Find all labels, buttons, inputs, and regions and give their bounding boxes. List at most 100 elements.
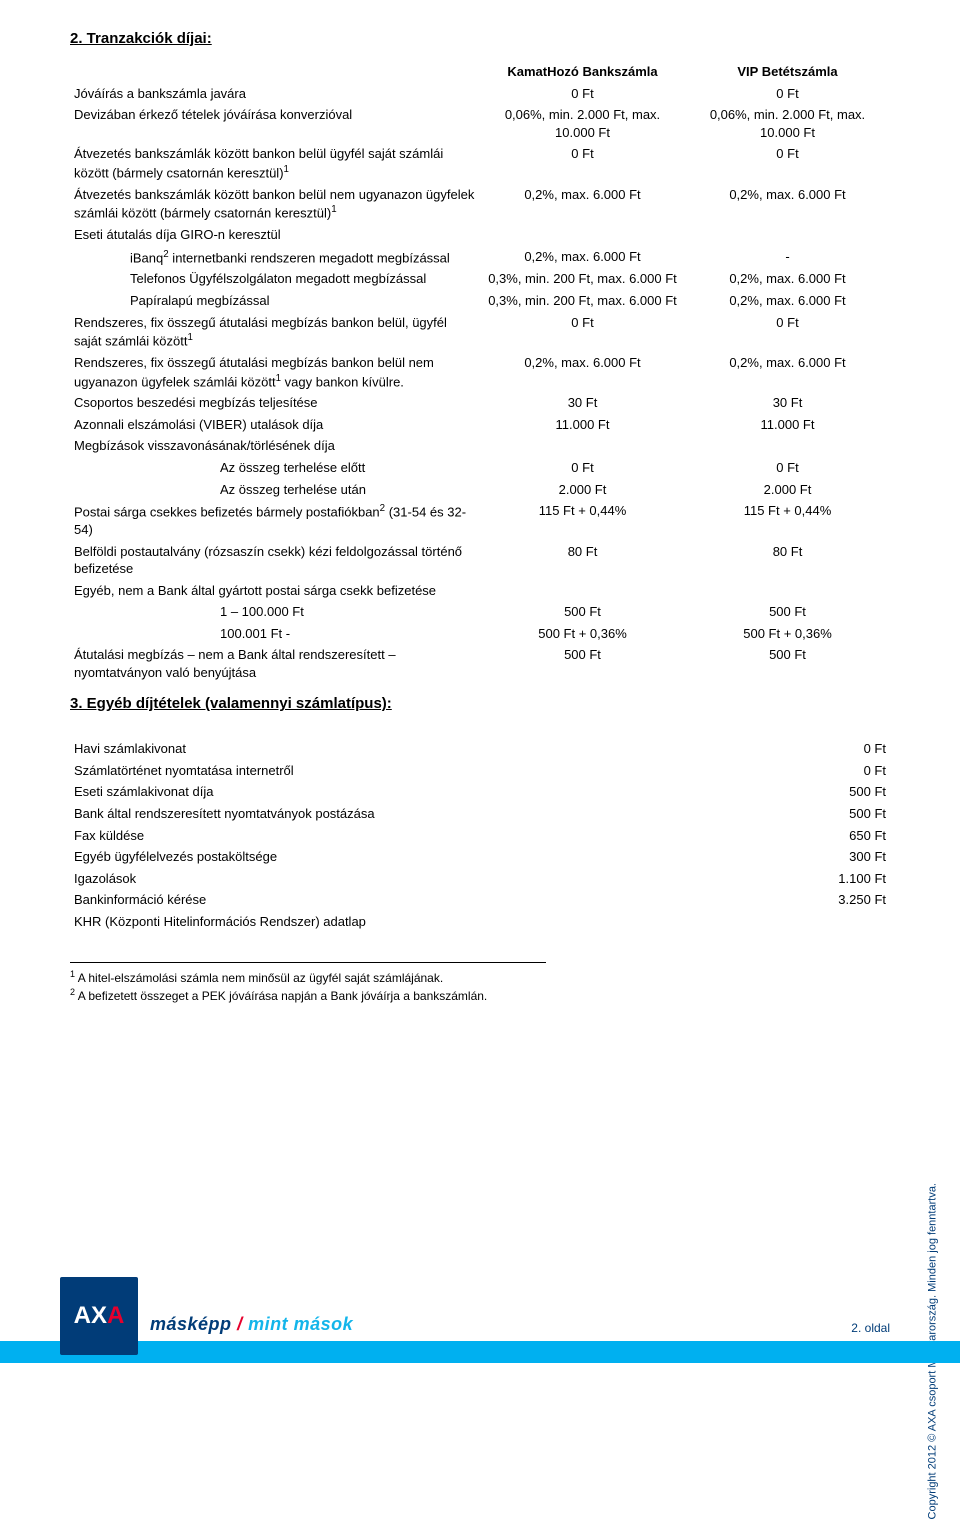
row-value-col2: 500 Ft + 0,36% <box>480 623 685 645</box>
table-row: KHR (Központi Hitelinformációs Rendszer)… <box>70 911 890 933</box>
row-value-col2: 0,3%, min. 200 Ft, max. 6.000 Ft <box>480 290 685 312</box>
row-value-col2: 11.000 Ft <box>480 414 685 436</box>
row-label: Belföldi postautalvány (rózsaszín csekk)… <box>70 541 480 580</box>
row-value-col2: 0 Ft <box>480 83 685 105</box>
footer-tagline: másképp / mint mások <box>150 1314 353 1335</box>
row-value-col3: 0 Ft <box>685 143 890 183</box>
row-value: 300 Ft <box>644 846 890 868</box>
row-label: Az összeg terhelése előtt <box>70 457 480 479</box>
row-label: Azonnali elszámolási (VIBER) utalások dí… <box>70 414 480 436</box>
row-value-col2: 500 Ft <box>480 601 685 623</box>
row-value-col2: 0,3%, min. 200 Ft, max. 6.000 Ft <box>480 268 685 290</box>
row-value-col2: 0,2%, max. 6.000 Ft <box>480 246 685 269</box>
row-value-col3 <box>685 224 890 246</box>
row-value: 0 Ft <box>644 760 890 782</box>
row-value-col3: 0,2%, max. 6.000 Ft <box>685 352 890 392</box>
row-value-col2: 0,2%, max. 6.000 Ft <box>480 184 685 224</box>
row-label: Jóváírás a bankszámla javára <box>70 83 480 105</box>
table-row: Rendszeres, fix összegű átutalási megbíz… <box>70 352 890 392</box>
table-row: Eseti átutalás díja GIRO-n keresztül <box>70 224 890 246</box>
row-label: Havi számlakivonat <box>70 738 644 760</box>
table-row: Csoportos beszedési megbízás teljesítése… <box>70 392 890 414</box>
row-label: Igazolások <box>70 868 644 890</box>
table-row: Azonnali elszámolási (VIBER) utalások dí… <box>70 414 890 436</box>
row-label: Fax küldése <box>70 825 644 847</box>
table-row: Telefonos Ügyfélszolgálaton megadott meg… <box>70 268 890 290</box>
table-row: Papíralapú megbízással0,3%, min. 200 Ft,… <box>70 290 890 312</box>
row-label: 100.001 Ft - <box>70 623 480 645</box>
axa-logo: AXA <box>60 1277 138 1355</box>
row-label: Rendszeres, fix összegű átutalási megbíz… <box>70 312 480 352</box>
table-row: Megbízások visszavonásának/törlésének dí… <box>70 435 890 457</box>
table-row: Átutalási megbízás – nem a Bank által re… <box>70 644 890 683</box>
row-value-col2: 500 Ft <box>480 644 685 683</box>
table-row: Havi számlakivonat0 Ft <box>70 738 890 760</box>
row-value-col2: 2.000 Ft <box>480 479 685 501</box>
other-fees-table: Havi számlakivonat0 FtSzámlatörténet nyo… <box>70 738 890 932</box>
table-row: Igazolások1.100 Ft <box>70 868 890 890</box>
row-value: 0 Ft <box>644 738 890 760</box>
row-value-col3: 80 Ft <box>685 541 890 580</box>
row-label: Az összeg terhelése után <box>70 479 480 501</box>
row-label: Átvezetés bankszámlák között bankon belü… <box>70 143 480 183</box>
row-label: Átvezetés bankszámlák között bankon belü… <box>70 184 480 224</box>
row-value-col3: 0,06%, min. 2.000 Ft, max. 10.000 Ft <box>685 104 890 143</box>
row-value-col3: 500 Ft <box>685 644 890 683</box>
row-value: 650 Ft <box>644 825 890 847</box>
table-row: Egyéb, nem a Bank által gyártott postai … <box>70 580 890 602</box>
row-label: Devizában érkező tételek jóváírása konve… <box>70 104 480 143</box>
footer-stripe <box>0 1341 960 1363</box>
row-value-col3 <box>685 580 890 602</box>
row-value-col2: 0 Ft <box>480 457 685 479</box>
row-value: 3.250 Ft <box>644 889 890 911</box>
row-value-col3: 500 Ft <box>685 601 890 623</box>
table-row: iBanq2 internetbanki rendszeren megadott… <box>70 246 890 269</box>
row-value-col2 <box>480 224 685 246</box>
table-header-col2: KamatHozó Bankszámla <box>480 61 685 83</box>
table-row: Átvezetés bankszámlák között bankon belü… <box>70 184 890 224</box>
row-value-col2: 0 Ft <box>480 312 685 352</box>
table-row: Belföldi postautalvány (rózsaszín csekk)… <box>70 541 890 580</box>
row-value <box>644 911 890 933</box>
row-label: Megbízások visszavonásának/törlésének dí… <box>70 435 480 457</box>
table-row: Jóváírás a bankszámla javára0 Ft0 Ft <box>70 83 890 105</box>
table-row: Számlatörténet nyomtatása internetről0 F… <box>70 760 890 782</box>
row-value: 500 Ft <box>644 803 890 825</box>
row-value-col3: 500 Ft + 0,36% <box>685 623 890 645</box>
row-label: Csoportos beszedési megbízás teljesítése <box>70 392 480 414</box>
row-label: Eseti számlakivonat díja <box>70 781 644 803</box>
table-header-col3: VIP Betétszámla <box>685 61 890 83</box>
row-label: Rendszeres, fix összegű átutalási megbíz… <box>70 352 480 392</box>
table-row: Átvezetés bankszámlák között bankon belü… <box>70 143 890 183</box>
footnote-2: 2 A befizetett összeget a PEK jóváírása … <box>70 987 546 1003</box>
table-row: Bankinformáció kérése3.250 Ft <box>70 889 890 911</box>
table-row: Az összeg terhelése után2.000 Ft2.000 Ft <box>70 479 890 501</box>
table-row: 100.001 Ft -500 Ft + 0,36%500 Ft + 0,36% <box>70 623 890 645</box>
row-value-col3: - <box>685 246 890 269</box>
row-value-col3: 2.000 Ft <box>685 479 890 501</box>
row-value-col2: 115 Ft + 0,44% <box>480 500 685 540</box>
row-label: KHR (Központi Hitelinformációs Rendszer)… <box>70 911 644 933</box>
section2-title: 2. Tranzakciók díjai: <box>70 30 890 47</box>
table-row: 1 – 100.000 Ft500 Ft500 Ft <box>70 601 890 623</box>
page-number: 2. oldal <box>851 1321 890 1335</box>
row-value-col3: 0 Ft <box>685 312 890 352</box>
row-label: Egyéb ügyfélelvezés postaköltsége <box>70 846 644 868</box>
row-value-col2: 0,2%, max. 6.000 Ft <box>480 352 685 392</box>
row-value-col3: 0,2%, max. 6.000 Ft <box>685 268 890 290</box>
row-value-col2: 0 Ft <box>480 143 685 183</box>
row-label: Átutalási megbízás – nem a Bank által re… <box>70 644 480 683</box>
row-value-col2: 80 Ft <box>480 541 685 580</box>
row-value-col3: 30 Ft <box>685 392 890 414</box>
row-value-col3 <box>685 435 890 457</box>
table-row: Postai sárga csekkes befizetés bármely p… <box>70 500 890 540</box>
row-value-col2 <box>480 435 685 457</box>
row-value-col3: 11.000 Ft <box>685 414 890 436</box>
row-label: Postai sárga csekkes befizetés bármely p… <box>70 500 480 540</box>
row-label: Eseti átutalás díja GIRO-n keresztül <box>70 224 480 246</box>
row-value-col3: 0,2%, max. 6.000 Ft <box>685 184 890 224</box>
row-value-col3: 0 Ft <box>685 457 890 479</box>
row-value-col2: 0,06%, min. 2.000 Ft, max. 10.000 Ft <box>480 104 685 143</box>
row-label: Bank által rendszeresített nyomtatványok… <box>70 803 644 825</box>
footnote-1: 1 A hitel-elszámolási számla nem minősül… <box>70 969 546 985</box>
